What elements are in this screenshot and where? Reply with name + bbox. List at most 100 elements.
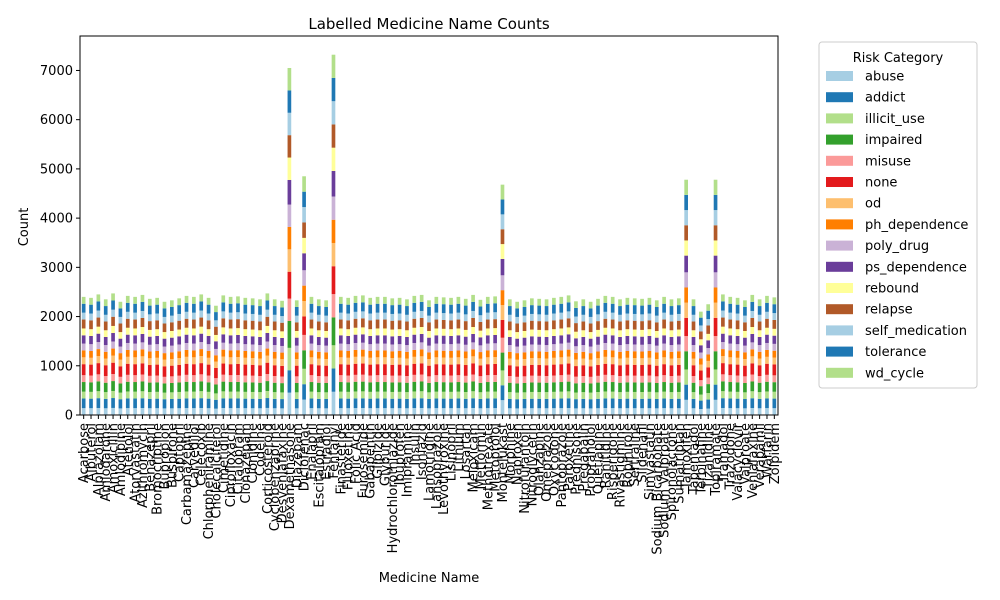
bar-segment	[478, 376, 483, 383]
bar-segment	[236, 312, 240, 320]
bar-segment	[338, 398, 343, 409]
bar-segment	[581, 299, 586, 307]
bar-segment	[338, 343, 343, 351]
bar-segment	[596, 305, 600, 315]
bar-segment	[471, 381, 475, 392]
bar-segment	[272, 408, 277, 415]
bar-segment	[111, 325, 115, 334]
x-tick-label: Imipramine	[400, 423, 415, 497]
bar-segment	[625, 297, 630, 305]
bar-segment	[133, 391, 137, 399]
bar-segment	[118, 346, 123, 354]
bar-segment	[765, 356, 769, 364]
x-tick-label: Diclofenac	[298, 423, 313, 491]
x-tick-label: Folic Acid	[349, 423, 364, 484]
bar-segment	[243, 382, 248, 392]
bar-segment	[610, 328, 615, 336]
bar-segment	[155, 304, 159, 314]
bar-segment	[743, 365, 747, 377]
bar-stack	[765, 295, 769, 415]
bar-segment	[750, 356, 755, 364]
bar-segment	[221, 302, 226, 312]
bar-segment	[309, 357, 314, 365]
bar-segment	[691, 336, 696, 346]
bar-segment	[544, 314, 549, 322]
x-tick-label: Tramadol	[716, 423, 731, 484]
legend-label: poly_drug	[865, 239, 929, 254]
bar-segment	[618, 336, 622, 346]
bar-segment	[537, 344, 542, 352]
bar-segment	[383, 343, 387, 351]
bar-segment	[192, 343, 196, 351]
bar-segment	[478, 392, 483, 399]
bar-segment	[530, 313, 534, 321]
bar-segment	[125, 318, 130, 328]
bar-segment	[89, 320, 93, 330]
bar-segment	[361, 408, 365, 415]
bar-segment	[140, 398, 145, 409]
bar-segment	[684, 194, 688, 211]
bar-segment	[669, 306, 674, 315]
bar-segment	[625, 304, 630, 314]
bar-segment	[419, 310, 424, 318]
bar-segment	[316, 365, 321, 376]
bar-segment	[96, 310, 101, 318]
bar-segment	[588, 376, 593, 384]
bar-segment	[772, 343, 777, 351]
bar-segment	[324, 408, 328, 415]
bar-segment	[559, 357, 564, 365]
x-tick-label: Venlafaxine	[746, 423, 761, 499]
bar-segment	[324, 383, 328, 393]
bar-segment	[236, 350, 240, 358]
bar-segment	[287, 90, 292, 113]
bar-segment	[155, 391, 159, 399]
bar-segment	[89, 313, 93, 321]
bar-segment	[603, 318, 608, 328]
bar-segment	[405, 306, 409, 315]
bar-segment	[375, 335, 380, 344]
bar-segment	[721, 342, 725, 350]
bar-segment	[199, 407, 204, 415]
bar-segment	[507, 299, 512, 307]
bar-segment	[632, 382, 637, 392]
bar-segment	[361, 363, 365, 375]
bar-segment	[118, 301, 123, 309]
bar-segment	[294, 408, 299, 415]
bar-segment	[331, 266, 336, 295]
legend-label: rebound	[865, 282, 919, 297]
bar-segment	[713, 399, 718, 415]
bar-segment	[441, 319, 446, 329]
bar-segment	[478, 358, 483, 366]
bar-stack	[294, 300, 299, 415]
bar-stack	[265, 293, 270, 415]
bar-segment	[280, 331, 284, 338]
bar-segment	[596, 351, 600, 359]
x-tick-label: Tapentadol	[687, 423, 702, 495]
x-tick-label: Benazepril	[143, 423, 158, 492]
bar-segment	[684, 336, 688, 352]
bar-segment	[691, 392, 696, 399]
bar-segment	[214, 399, 218, 409]
bar-segment	[147, 329, 152, 337]
bar-segment	[316, 314, 321, 322]
bar-segment	[507, 321, 512, 331]
x-tick-label: Celecoxib	[195, 423, 210, 486]
bar-segment	[441, 313, 446, 320]
bar-segment	[316, 376, 321, 383]
bar-segment	[265, 325, 270, 334]
bar-segment	[111, 309, 115, 317]
bar-segment	[206, 350, 211, 358]
bar-segment	[250, 313, 255, 321]
bar-segment	[155, 398, 159, 409]
bar-segment	[214, 326, 218, 335]
bar-segment	[757, 306, 762, 315]
bar-segment	[566, 334, 571, 343]
bar-segment	[419, 294, 424, 302]
x-tick-label: Insulin	[408, 423, 423, 466]
bar-segment	[566, 363, 571, 375]
bar-segment	[258, 358, 262, 366]
bar-segment	[206, 344, 211, 351]
bar-segment	[735, 364, 740, 376]
bar-segment	[559, 391, 564, 399]
bar-segment	[383, 296, 387, 304]
